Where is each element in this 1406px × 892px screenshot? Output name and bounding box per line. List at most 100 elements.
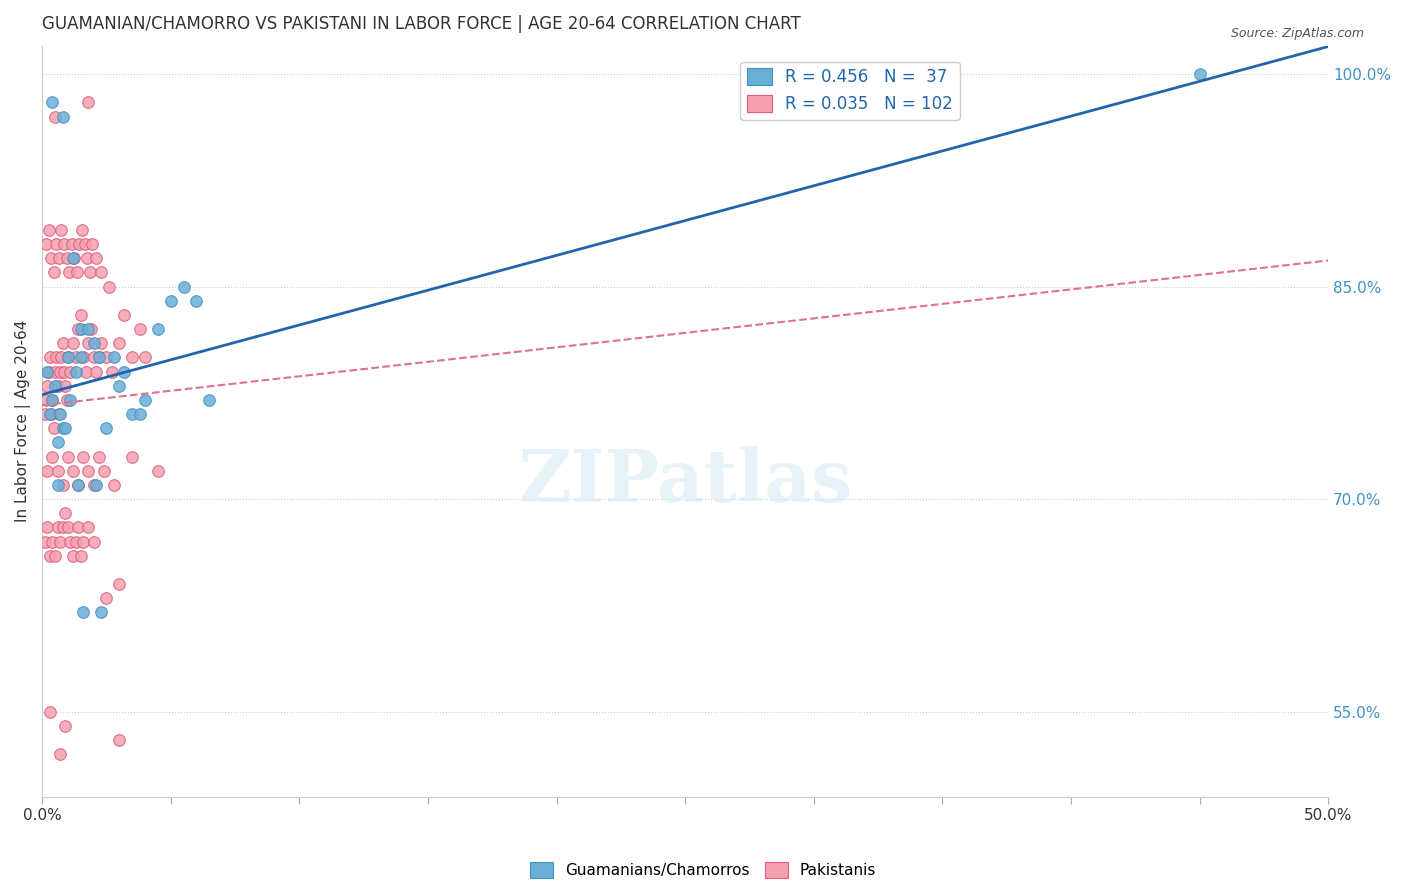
Point [45,237,67,252]
Point [49,534,72,549]
Point [90,265,112,279]
Point [100,365,122,379]
Point [52,421,75,435]
Point [84,365,107,379]
Point [128,322,150,336]
Legend: R = 0.456   N =  37, R = 0.035   N = 102: R = 0.456 N = 37, R = 0.035 N = 102 [741,62,960,120]
Point [56,520,79,534]
Point [37,365,59,379]
Point [198,392,221,407]
Point [62,336,84,351]
Y-axis label: In Labor Force | Age 20-64: In Labor Force | Age 20-64 [15,320,31,523]
Point [53,378,76,392]
Point [67,237,90,252]
Point [41,534,63,549]
Point [38,365,60,379]
Point [46,378,69,392]
Text: GUAMANIAN/CHAMORRO VS PAKISTANI IN LABOR FORCE | AGE 20-64 CORRELATION CHART: GUAMANIAN/CHAMORRO VS PAKISTANI IN LABOR… [42,15,801,33]
Point [53,365,76,379]
Point [51,351,73,365]
Point [34,407,56,421]
Point [39,251,62,265]
Point [38,549,60,563]
Point [87,351,110,365]
Point [56,351,79,365]
Point [38,705,60,719]
Point [96,421,118,435]
Point [72,534,94,549]
Point [48,407,70,421]
Point [63,251,86,265]
Point [49,365,72,379]
Point [37,464,59,478]
Point [46,464,69,478]
Point [41,95,63,110]
Point [62,549,84,563]
Point [112,308,135,322]
Point [34,534,56,549]
Point [41,392,63,407]
Point [65,365,87,379]
Point [76,251,98,265]
Point [77,520,100,534]
Point [59,392,82,407]
Point [96,351,118,365]
Point [53,506,76,520]
Point [93,464,115,478]
Point [103,478,125,492]
Point [60,237,83,252]
Point [35,392,58,407]
Point [37,520,59,534]
Point [73,237,96,252]
Point [75,365,97,379]
Point [83,351,105,365]
Point [65,534,87,549]
Point [87,450,110,464]
Point [56,351,79,365]
Point [77,322,100,336]
Point [45,351,67,365]
Point [96,591,118,606]
Legend: Guamanians/Chamorros, Pakistanis: Guamanians/Chamorros, Pakistanis [523,856,883,884]
Point [108,733,131,747]
Point [83,336,105,351]
Point [49,407,72,421]
Point [56,450,79,464]
Point [62,464,84,478]
Point [128,407,150,421]
Point [38,407,60,421]
Point [41,450,63,464]
Point [159,293,181,308]
Point [67,322,90,336]
Point [84,478,107,492]
Point [84,251,107,265]
Point [90,336,112,351]
Point [72,351,94,365]
Point [62,251,84,265]
Point [44,110,66,124]
Point [98,279,121,293]
Point [186,293,208,308]
Point [38,351,60,365]
Point [59,365,82,379]
Point [112,365,135,379]
Point [80,322,103,336]
Point [83,534,105,549]
Point [35,237,58,252]
Point [108,577,131,591]
Point [83,478,105,492]
Point [77,464,100,478]
Point [103,351,125,365]
Point [67,478,90,492]
Point [55,251,77,265]
Point [59,534,82,549]
Point [77,336,100,351]
Point [69,322,91,336]
Point [52,520,75,534]
Point [79,265,101,279]
Point [72,606,94,620]
Point [44,378,66,392]
Point [69,351,91,365]
Point [70,223,93,237]
Point [55,392,77,407]
